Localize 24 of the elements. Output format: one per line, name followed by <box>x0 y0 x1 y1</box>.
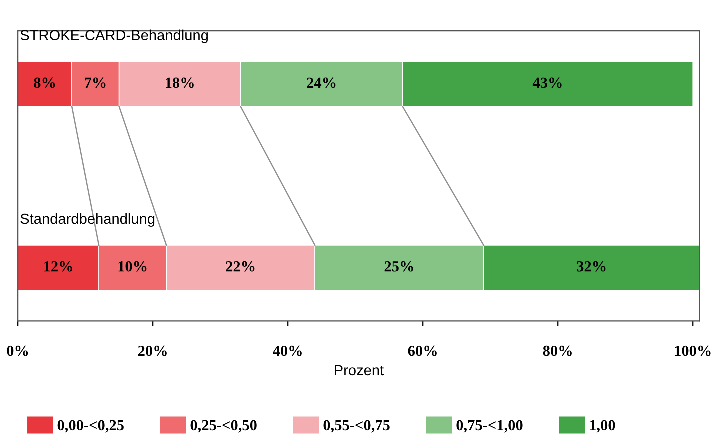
x-tick-label: 20% <box>138 346 167 356</box>
data-label: 8% <box>34 78 56 88</box>
data-label: 25% <box>384 261 414 272</box>
data-label: 32% <box>577 261 606 272</box>
x-tick-label: 80% <box>543 346 572 356</box>
legend-label: 0,25-<0,50 <box>190 420 257 433</box>
data-label: 43% <box>532 78 562 88</box>
data-label: 7% <box>85 78 106 88</box>
y-tick-label: STROKE-CARD-Behandlung <box>20 30 208 44</box>
legend-label: 0,75-<1,00 <box>456 420 523 433</box>
x-tick-label: 100% <box>675 346 711 356</box>
legend-label: 0,55-<0,75 <box>324 420 390 433</box>
data-label: 22% <box>226 261 255 272</box>
x-tick-label: 40% <box>273 346 302 356</box>
x-axis-title: Prozent <box>335 365 384 376</box>
data-label: 24% <box>307 78 336 88</box>
x-tick-label: 0% <box>7 346 28 356</box>
data-label: 10% <box>118 261 147 272</box>
data-label: 18% <box>166 78 194 88</box>
x-tick-label: 60% <box>408 346 437 356</box>
legend-label: 1,00 <box>590 420 616 433</box>
legend-label: 0,00-<0,25 <box>58 420 124 433</box>
data-label: 12% <box>44 261 72 272</box>
y-tick-label: Standardbehandlung <box>20 213 155 228</box>
